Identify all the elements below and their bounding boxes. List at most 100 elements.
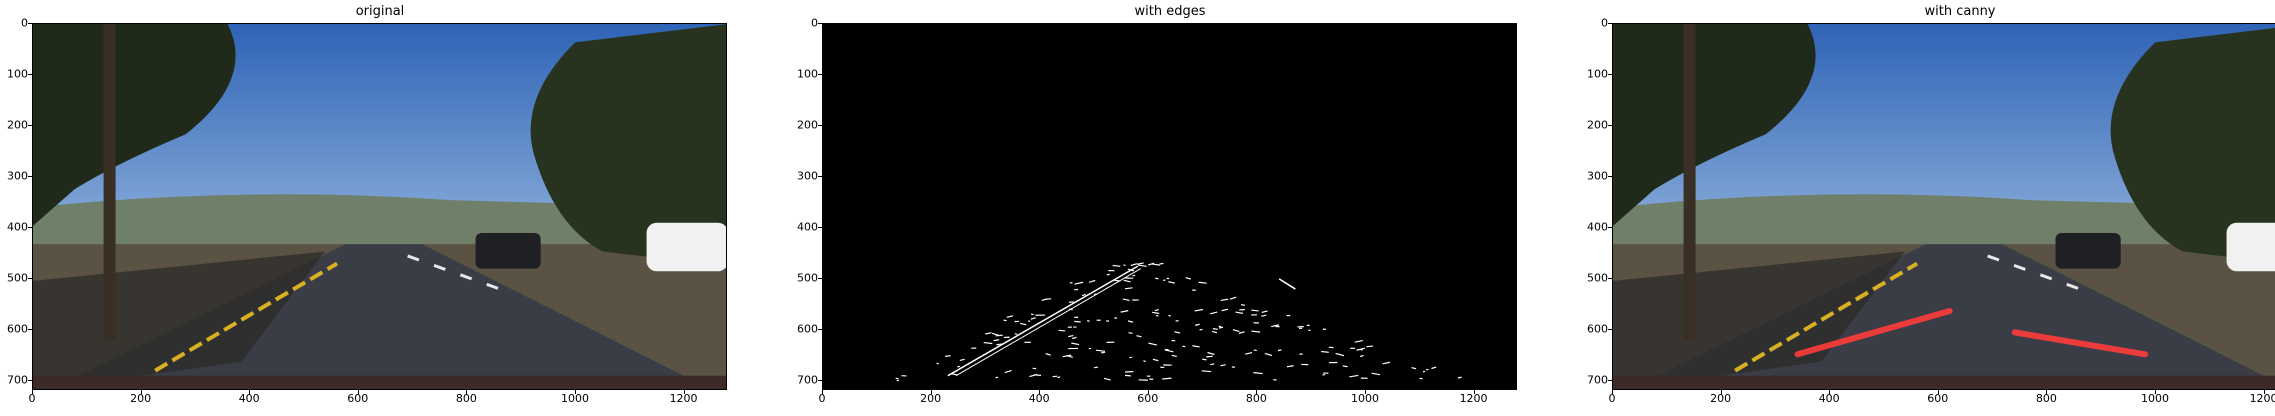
edge-pixel [983, 341, 993, 345]
edge-pixel [1029, 373, 1038, 378]
edge-pixel [1356, 347, 1366, 351]
edge-pixel [1220, 364, 1226, 367]
detected-lane-line [1794, 307, 1953, 358]
x-tick-label: 400 [1028, 392, 1050, 405]
edge-pixel [1271, 324, 1280, 328]
hills [33, 194, 726, 252]
x-tickmark [140, 390, 142, 394]
y-tickmark [28, 379, 32, 381]
car-white [646, 222, 726, 272]
x-tickmark [822, 390, 823, 394]
trees-left [1613, 24, 1816, 226]
edge-pixel [1261, 310, 1268, 314]
edge-pixel [1212, 330, 1218, 334]
edge-pixel [1342, 365, 1348, 368]
x-tick-label: 600 [1927, 392, 1949, 405]
edge-pixel [1198, 281, 1207, 284]
edge-pixel [1071, 342, 1080, 346]
y-tick-label: 100 [1587, 67, 1608, 81]
trees-right [2110, 27, 2275, 263]
edge-pixel [1143, 360, 1146, 363]
y-tick-label: 0 [1601, 16, 1608, 30]
y-tickmark [1608, 277, 1612, 279]
y-tickmark [1608, 379, 1612, 381]
y-tickmark [28, 328, 32, 330]
car-dark [475, 232, 541, 269]
edge-pixel [995, 376, 999, 379]
edge-lane-left [947, 265, 1139, 377]
x-tick-label: 1200 [669, 392, 698, 405]
trees-left [33, 24, 236, 226]
y-tick-label: 500 [797, 271, 818, 285]
edge-pixel [1128, 332, 1133, 334]
edge-pixel [1154, 308, 1159, 312]
x-tickmark [1364, 390, 1366, 394]
x-tick-label: 0 [28, 392, 36, 405]
edge-pixel [1359, 354, 1364, 358]
edge-pixel [1004, 369, 1012, 374]
y-tick-label: 500 [1587, 271, 1608, 285]
edge-pixel [1242, 308, 1246, 311]
x-tickmark [1937, 390, 1939, 394]
edge-pixel [1136, 335, 1142, 338]
edge-pixel [1103, 377, 1111, 381]
detected-lane-line [2011, 329, 2149, 358]
y-tickmark [818, 175, 822, 177]
foreground [33, 375, 726, 389]
x-tick-label: 800 [1245, 392, 1267, 405]
edge-pixel [1074, 281, 1084, 285]
edge-pixel [1152, 358, 1159, 362]
edge-pixel [1371, 372, 1381, 376]
edge-pixel [1162, 377, 1172, 380]
y-tickmark [28, 226, 32, 228]
x-tick-label: 1000 [560, 392, 589, 405]
edge-pixel [1321, 350, 1329, 353]
edge-pixel [1019, 322, 1027, 326]
edge-pixel [1240, 304, 1246, 306]
edge-pixel [1152, 311, 1160, 315]
y-tick-label: 300 [1587, 169, 1608, 183]
edge-pixel [1057, 376, 1061, 379]
edge-pixel [1194, 323, 1200, 326]
edge-pixel [1229, 296, 1237, 300]
edge-pixel [1147, 262, 1155, 266]
x-tick-label: 600 [1137, 392, 1159, 405]
y-tick-label: 700 [1587, 373, 1608, 387]
edge-pixel [1185, 277, 1191, 280]
x-tickmark [2046, 390, 2048, 394]
y-tickmark [1608, 226, 1612, 228]
y-tick-label: 0 [811, 16, 818, 30]
edge-pixel [1264, 352, 1273, 357]
edge-pixel [1062, 354, 1072, 358]
edge-pixel [1101, 351, 1106, 354]
tree-trunk [1683, 24, 1696, 341]
edge-pixel [991, 332, 1000, 337]
edge-pixel [1159, 262, 1164, 265]
y-tick-label: 600 [1587, 322, 1608, 336]
x-tickmark [357, 390, 359, 394]
x-tick-label: 800 [455, 392, 477, 405]
edge-pixel [1220, 298, 1229, 302]
edge-pixel [1155, 314, 1159, 317]
edge-pixel [1058, 329, 1066, 332]
y-tick-label: 600 [797, 322, 818, 336]
edge-pixel [1221, 308, 1229, 312]
image-axes [822, 23, 1517, 390]
edge-pixel [1164, 349, 1174, 353]
edge-pixel [1074, 320, 1081, 323]
edge-pixel [1253, 349, 1257, 352]
x-tickmark [1147, 390, 1149, 394]
x-tickmark [1039, 390, 1041, 394]
car-white [2226, 222, 2275, 272]
y-tick-label: 700 [7, 373, 28, 387]
edge-pixel [1210, 363, 1215, 366]
y-tickmark [1608, 175, 1612, 177]
edge-pixel [1232, 329, 1240, 333]
edge-pixel [1137, 264, 1147, 268]
edge-pixel [1130, 263, 1138, 266]
y-tick-label: 400 [1587, 220, 1608, 234]
x-tick-label: 200 [130, 392, 152, 405]
y-tickmark [818, 379, 822, 381]
edge-pixel [1457, 376, 1462, 379]
y-tick-label: 200 [7, 118, 28, 132]
